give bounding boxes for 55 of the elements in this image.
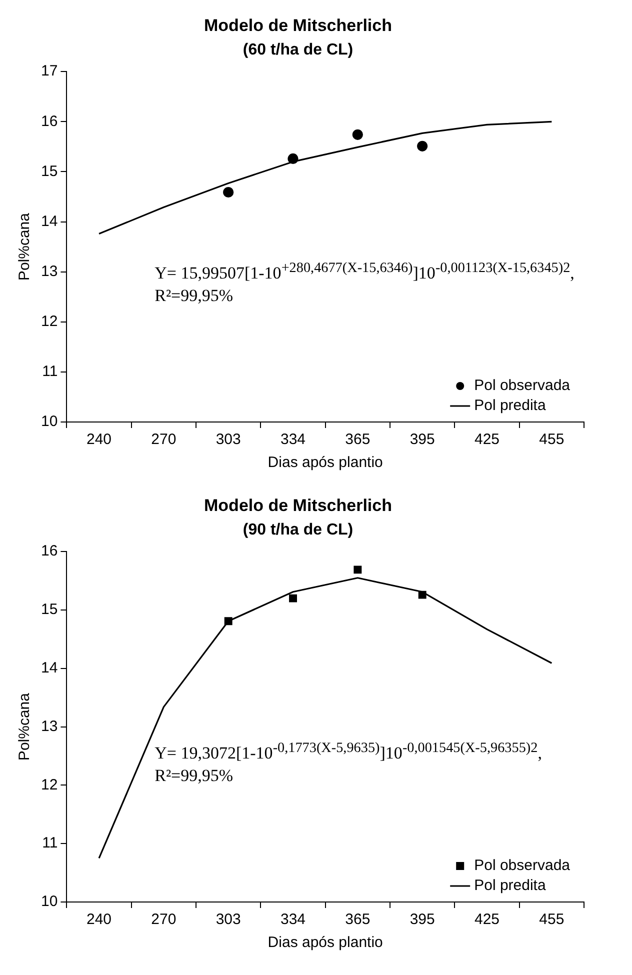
y-tick-label: 15	[40, 162, 58, 180]
x-tick-label: 270	[151, 911, 176, 928]
annotation: R²=99,95%	[154, 284, 234, 307]
point	[418, 590, 426, 599]
y-tick-label: 12	[40, 313, 58, 330]
legend-label: Pol predita	[474, 397, 546, 414]
point	[288, 153, 298, 164]
y-tick-label: 15	[40, 601, 58, 618]
x-tick-label: 455	[539, 911, 564, 928]
point	[354, 566, 362, 574]
point	[224, 617, 232, 626]
y-axis-title: Pol%cana	[16, 692, 34, 761]
x-axis-title: Dias após plantio	[268, 454, 383, 472]
y-tick-label: 17	[40, 62, 58, 80]
y-tick-label: 13	[40, 262, 58, 280]
legend-label: Pol observada	[474, 857, 571, 874]
point	[417, 140, 428, 152]
y-tick-label: 11	[42, 834, 58, 852]
y-tick-label: 16	[40, 112, 58, 130]
y-axis-title: Pol%cana	[16, 212, 34, 281]
annotation: Y= 15,99507[1-10$^{+280,4677(X-15,6346)}$]10$^{-0,001123(X-15,6345)2}$,	[154, 259, 574, 285]
point	[289, 594, 297, 602]
chart-title: Modelo de Mitscherlich	[204, 16, 392, 35]
x-tick-label: 455	[539, 431, 564, 448]
x-tick-label: 395	[410, 431, 435, 448]
chart-subtitle: (60 t/ha de CL)	[242, 41, 354, 58]
x-tick-label: 365	[345, 911, 370, 928]
y-tick-label: 11	[42, 363, 58, 380]
x-tick-label: 425	[474, 431, 500, 448]
x-tick-label: 303	[216, 431, 241, 448]
annotation: Y= 19,3072[1-10$^{-0,1773(X-5,9635)}$]10$^{-0,001545(X-5,96355)2}$,	[154, 739, 542, 765]
annotation: R²=99,95%	[154, 764, 234, 787]
point	[352, 129, 363, 140]
y-tick-label: 12	[40, 776, 58, 794]
x-tick-label: 425	[474, 911, 500, 928]
y-tick-label: 14	[40, 660, 58, 677]
x-tick-label: 334	[280, 431, 306, 448]
x-tick-label: 365	[345, 431, 370, 448]
legend-label: Pol predita	[474, 877, 546, 894]
x-tick-label: 270	[151, 431, 176, 448]
y-tick-label: 14	[40, 212, 58, 230]
x-tick-label: 240	[86, 911, 112, 928]
x-tick-label: 395	[410, 911, 435, 928]
y-tick-label: 16	[40, 542, 58, 560]
y-tick-label: 10	[40, 413, 58, 430]
y-tick-label: 10	[40, 893, 58, 910]
y-tick-label: 13	[40, 718, 58, 735]
chart-title: Modelo de Mitscherlich	[204, 496, 392, 515]
x-axis-title: Dias após plantio	[268, 934, 383, 952]
x-tick-label: 240	[86, 431, 112, 448]
point	[223, 186, 234, 198]
chart-subtitle: (90 t/ha de CL)	[242, 521, 354, 538]
x-tick-label: 303	[216, 911, 241, 928]
x-tick-label: 334	[280, 911, 306, 928]
legend-label: Pol observada	[474, 377, 571, 394]
